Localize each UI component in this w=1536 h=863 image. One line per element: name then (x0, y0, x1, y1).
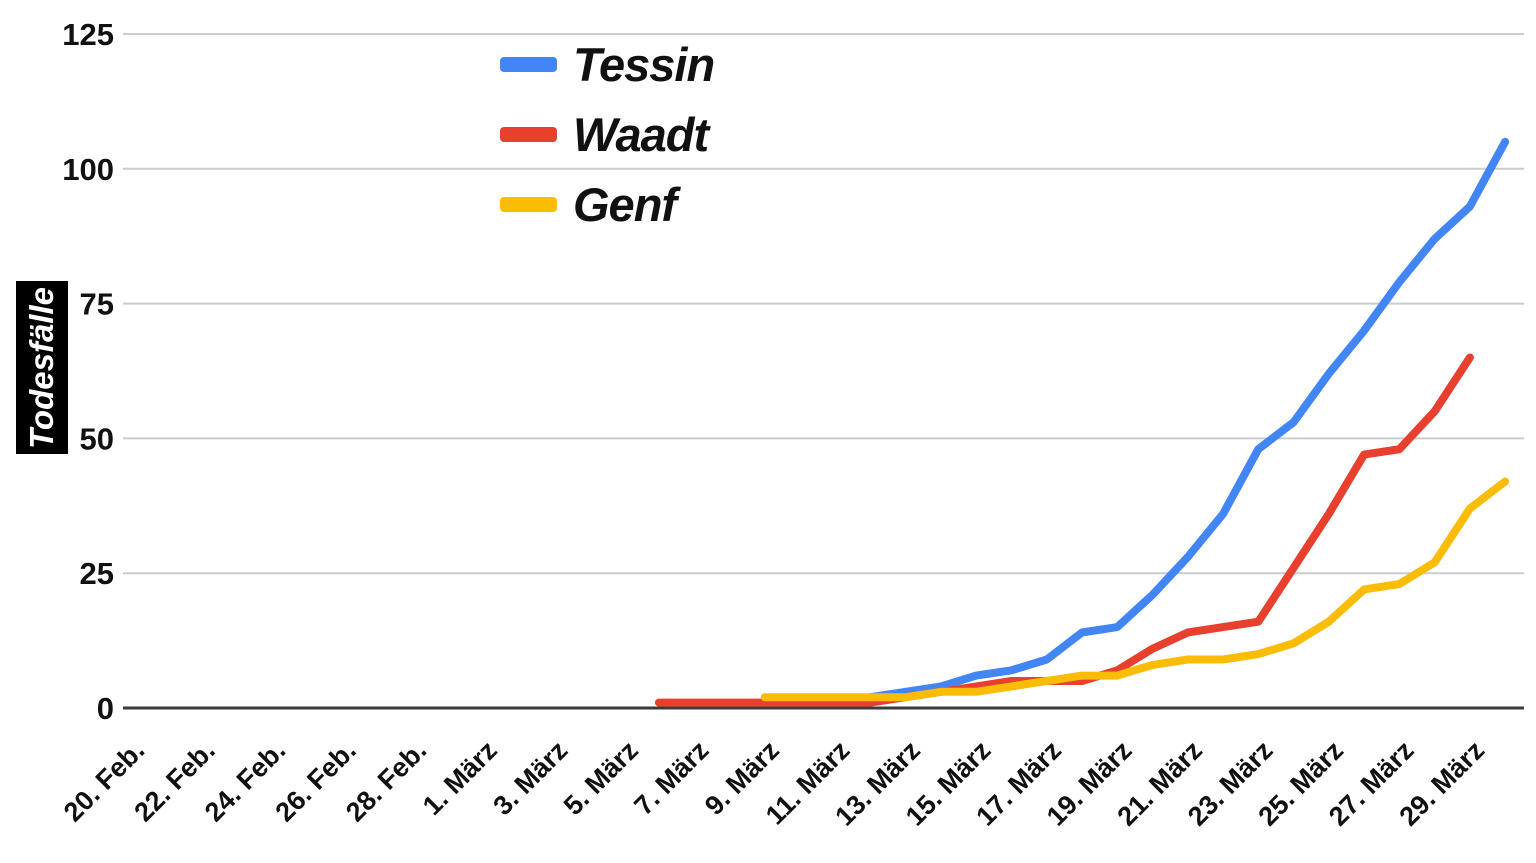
series-line-genf (760, 477, 1510, 702)
x-tick-label: 3. März (487, 735, 573, 821)
y-axis-label: Todesfälle (23, 286, 60, 449)
y-tick-label: 75 (80, 287, 114, 322)
chart-legend: Tessin Waadt Genf (500, 36, 715, 232)
x-tick-label: 1. März (417, 735, 503, 821)
legend-item-waadt: Waadt (500, 106, 714, 162)
legend-swatch-waadt (500, 126, 557, 142)
y-tick-label: 100 (62, 152, 114, 187)
legend-label-waadt: Waadt (573, 107, 709, 161)
legend-label-genf: Genf (573, 177, 677, 231)
y-axis-label-box: Todesfälle (16, 281, 68, 454)
y-tick-label: 0 (97, 691, 114, 726)
x-tick-label: 5. März (558, 735, 644, 821)
y-tick-label: 125 (62, 17, 114, 52)
legend-label-tessin: Tessin (573, 37, 715, 91)
legend-swatch-genf (500, 196, 557, 212)
legend-item-genf: Genf (500, 176, 714, 232)
y-tick-label: 25 (80, 556, 114, 591)
legend-swatch-tessin (500, 56, 557, 72)
x-tick-label: 7. März (628, 735, 714, 821)
legend-item-tessin: Tessin (500, 36, 715, 92)
series-line-tessin (831, 137, 1510, 707)
y-tick-label: 50 (80, 421, 114, 456)
